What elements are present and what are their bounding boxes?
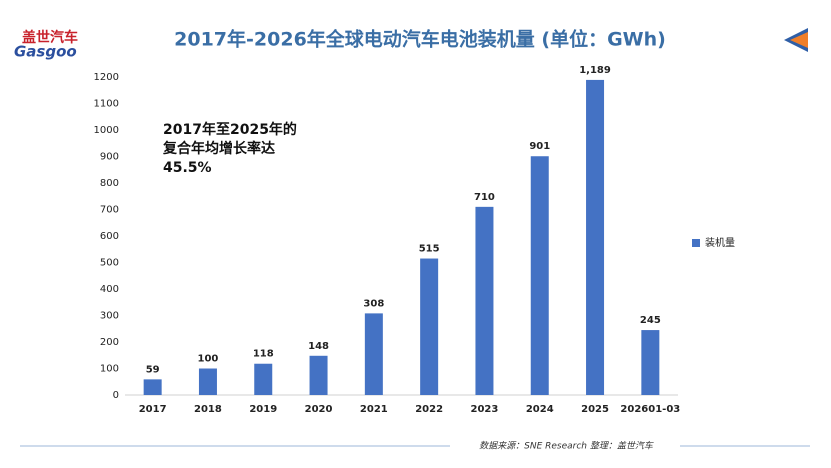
y-tick-label: 1000 — [94, 125, 119, 136]
data-label: 59 — [146, 364, 160, 375]
bar — [530, 156, 549, 395]
x-tick-label: 2022 — [415, 404, 443, 415]
y-tick-label: 300 — [100, 311, 119, 322]
legend-swatch — [692, 239, 700, 247]
logo-en: Gasgoo — [14, 43, 77, 61]
x-tick-label: 2024 — [526, 404, 554, 415]
data-label: 515 — [419, 244, 440, 255]
annotation: 2017年至2025年的 — [163, 121, 297, 138]
x-tick-label: 2017 — [139, 404, 167, 415]
y-tick-label: 600 — [100, 231, 119, 242]
y-tick-label: 400 — [100, 284, 119, 295]
y-tick-label: 500 — [100, 258, 119, 269]
y-tick-label: 200 — [100, 337, 119, 348]
decor-arrow — [790, 32, 808, 48]
bar — [364, 313, 383, 395]
x-tick-label: 2021 — [360, 404, 388, 415]
bar — [420, 258, 439, 395]
x-tick-label: 2018 — [194, 404, 222, 415]
data-label: 710 — [474, 192, 495, 203]
chart-title: 2017年-2026年全球电动汽车电池装机量 (单位：GWh) — [174, 28, 666, 51]
x-tick-label: 2020 — [305, 404, 333, 415]
y-tick-label: 800 — [100, 178, 119, 189]
y-tick-label: 100 — [100, 364, 119, 375]
data-label: 118 — [253, 349, 274, 360]
bar — [475, 206, 494, 395]
data-label: 308 — [363, 298, 384, 309]
data-label: 148 — [308, 341, 329, 352]
data-label: 901 — [529, 141, 550, 152]
y-tick-label: 700 — [100, 205, 119, 216]
x-tick-label: 2023 — [471, 404, 499, 415]
footer-source: 数据来源：SNE Research 整理：盖世汽车 — [479, 441, 654, 452]
legend-label: 装机量 — [705, 236, 735, 249]
x-tick-label: 2019 — [249, 404, 277, 415]
bar — [143, 379, 162, 395]
annotation: 45.5% — [163, 160, 212, 176]
bar — [309, 355, 328, 395]
data-label: 100 — [198, 354, 219, 365]
bar — [198, 368, 217, 395]
bar — [254, 363, 273, 395]
data-label: 245 — [640, 315, 661, 326]
annotation: 复合年均增长率达 — [162, 140, 275, 157]
x-tick-label: 202601-03 — [620, 404, 680, 415]
data-label: 1,189 — [579, 65, 611, 76]
y-tick-label: 1100 — [94, 99, 119, 110]
bar — [641, 330, 660, 395]
y-tick-label: 0 — [113, 390, 119, 401]
y-tick-label: 1200 — [94, 72, 119, 83]
x-tick-label: 2025 — [581, 404, 609, 415]
bar — [586, 79, 605, 395]
logo-cn: 盖世汽车 — [22, 29, 78, 46]
y-tick-label: 900 — [100, 152, 119, 163]
